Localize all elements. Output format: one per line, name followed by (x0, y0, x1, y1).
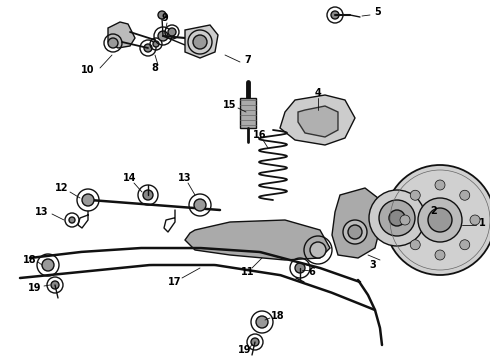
Polygon shape (332, 188, 382, 258)
Text: 12: 12 (55, 183, 69, 193)
Circle shape (108, 38, 118, 48)
Text: 17: 17 (168, 277, 182, 287)
Polygon shape (298, 106, 338, 137)
Text: 7: 7 (245, 55, 251, 65)
Circle shape (410, 190, 420, 200)
Circle shape (348, 225, 362, 239)
Polygon shape (108, 22, 135, 48)
Polygon shape (240, 98, 256, 128)
Circle shape (385, 165, 490, 275)
Circle shape (428, 208, 452, 232)
Circle shape (251, 338, 259, 346)
Circle shape (400, 215, 410, 225)
Text: 6: 6 (309, 267, 316, 277)
Circle shape (51, 281, 59, 289)
Text: 10: 10 (81, 65, 95, 75)
Circle shape (144, 44, 152, 52)
Text: 1: 1 (479, 218, 486, 228)
Text: 2: 2 (431, 206, 438, 216)
Text: 4: 4 (315, 88, 321, 98)
Text: 11: 11 (241, 267, 255, 277)
Circle shape (389, 210, 405, 226)
Text: 19: 19 (28, 283, 42, 293)
Text: 13: 13 (35, 207, 49, 217)
Text: 5: 5 (375, 7, 381, 17)
Circle shape (193, 35, 207, 49)
Circle shape (460, 190, 470, 200)
Polygon shape (185, 25, 218, 58)
Circle shape (158, 31, 168, 41)
Circle shape (331, 11, 339, 19)
Text: 18: 18 (271, 311, 285, 321)
Circle shape (158, 11, 166, 19)
Text: 8: 8 (151, 63, 158, 73)
Circle shape (343, 220, 367, 244)
Text: 14: 14 (123, 173, 137, 183)
Circle shape (153, 41, 159, 47)
Text: 13: 13 (178, 173, 192, 183)
Text: 9: 9 (162, 13, 169, 23)
Polygon shape (280, 95, 355, 145)
Circle shape (369, 190, 425, 246)
Text: 19: 19 (238, 345, 252, 355)
Circle shape (435, 250, 445, 260)
Circle shape (143, 190, 153, 200)
Text: 18: 18 (23, 255, 37, 265)
Circle shape (69, 217, 75, 223)
Circle shape (460, 240, 470, 250)
Circle shape (82, 194, 94, 206)
Circle shape (256, 316, 268, 328)
Circle shape (42, 259, 54, 271)
Circle shape (194, 199, 206, 211)
Circle shape (418, 198, 462, 242)
Circle shape (168, 28, 176, 36)
Circle shape (310, 242, 326, 258)
Text: 16: 16 (253, 130, 267, 140)
Circle shape (470, 215, 480, 225)
Circle shape (435, 180, 445, 190)
Text: 15: 15 (223, 100, 237, 110)
Circle shape (410, 240, 420, 250)
Polygon shape (185, 220, 330, 260)
Circle shape (379, 200, 415, 236)
Circle shape (295, 263, 305, 273)
Text: 3: 3 (369, 260, 376, 270)
